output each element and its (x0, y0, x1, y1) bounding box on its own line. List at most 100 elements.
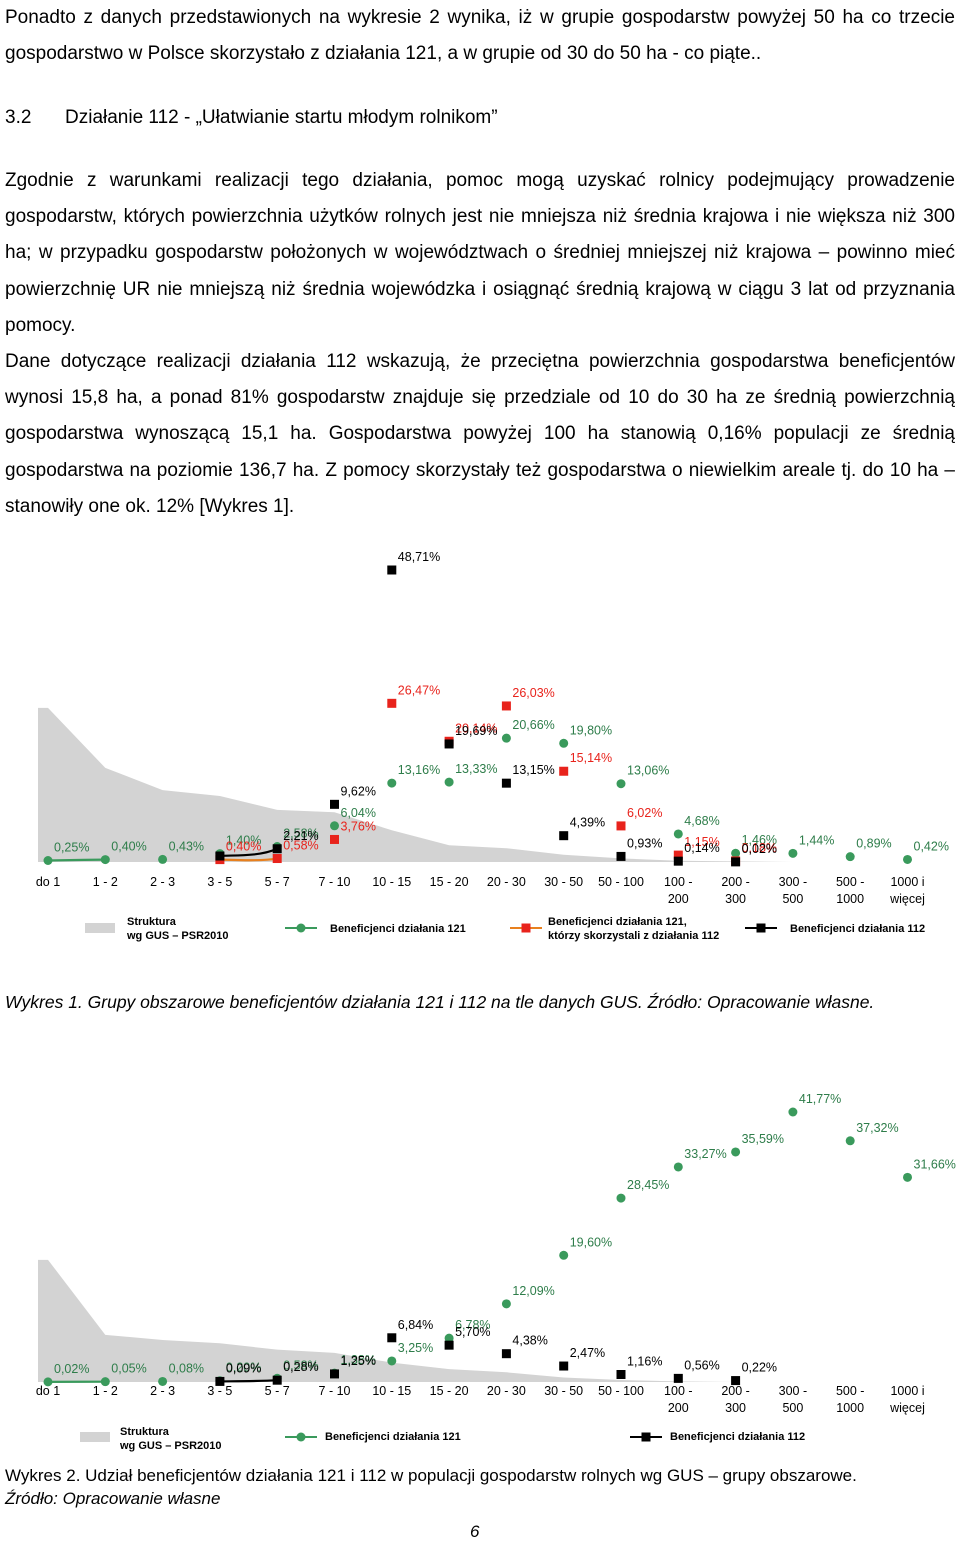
series-line (47, 858, 106, 862)
data-label: 1,25% (341, 1354, 376, 1368)
data-label: 0,89% (856, 837, 891, 851)
marker (845, 1136, 855, 1146)
x-tick-label: 20 - 30 (486, 875, 526, 889)
marker (100, 855, 110, 865)
marker (616, 1370, 626, 1380)
data-label: 3,76% (341, 819, 376, 833)
marker (559, 831, 569, 841)
marker (444, 1340, 454, 1350)
x-tick-label: 200 - 300 (721, 875, 750, 906)
data-label: 3,25% (398, 1341, 433, 1355)
marker (559, 766, 569, 776)
data-label: 15,14% (570, 751, 612, 765)
marker (330, 834, 339, 844)
data-label: 0,08% (169, 1361, 204, 1375)
paragraph: Ponadto z danych przedstawionych na wykr… (5, 7, 955, 65)
x-tick-label: 500 - 1000 (835, 1384, 865, 1415)
x-tick-label: 15 - 20 (429, 875, 469, 889)
marker (330, 1369, 339, 1379)
data-label: 35,59% (742, 1132, 784, 1146)
data-label: 1,44% (799, 833, 834, 847)
legend-label: Struktura wg GUS – PSR2010 (127, 916, 229, 942)
marker (272, 854, 282, 864)
legend-label: Beneficjenci działania 121, którzy skorz… (548, 916, 720, 942)
data-label: 0,43% (169, 839, 204, 853)
marker (501, 701, 511, 711)
data-label: 1,46% (742, 833, 777, 847)
marker (100, 1377, 110, 1387)
x-tick-label: 5 - 7 (264, 1384, 290, 1398)
data-label: 0,22% (742, 1361, 777, 1375)
data-label: 31,66% (914, 1157, 956, 1171)
data-label: 19,69% (455, 724, 497, 738)
legend-marker (521, 923, 531, 933)
x-tick-label: 30 - 50 (544, 875, 584, 889)
paragraph: Dane dotyczące realizacji działania 112 … (5, 351, 955, 517)
marker (903, 1172, 912, 1182)
x-tick-label: 2 - 3 (150, 1384, 176, 1398)
marker (731, 1376, 741, 1386)
data-label: 0,09% (226, 1361, 261, 1375)
x-tick-label: 5 - 7 (264, 875, 290, 889)
data-label: 0,02% (742, 842, 777, 856)
marker (387, 1333, 397, 1343)
paragraph: Zgodnie z warunkami realizacji tego dzia… (5, 170, 955, 336)
caption-source: Źródło: Opracowanie własne (5, 1489, 221, 1508)
marker (387, 1356, 397, 1366)
data-label: 33,27% (684, 1147, 726, 1161)
data-label: 6,84% (398, 1318, 433, 1332)
x-tick-label: 1 - 2 (92, 1384, 118, 1398)
data-label: 5,70% (455, 1325, 490, 1339)
data-label: 20,66% (512, 718, 554, 732)
marker (788, 848, 798, 858)
legend-label: Beneficjenci działania 112 (790, 923, 926, 935)
x-tick-label: 1000 i więcej (890, 875, 925, 906)
data-label: 0,02% (54, 1362, 89, 1376)
marker (673, 829, 683, 839)
marker (788, 1107, 798, 1117)
marker (272, 844, 282, 854)
data-label: 0,40% (226, 840, 261, 854)
marker (731, 857, 741, 867)
marker (387, 565, 397, 575)
data-label: 13,33% (455, 762, 497, 776)
marker (272, 1375, 282, 1385)
data-label: 48,71% (398, 550, 440, 564)
data-label: 37,32% (856, 1121, 898, 1135)
marker (501, 733, 511, 743)
data-label: 0,42% (914, 839, 949, 853)
x-tick-label: 10 - 15 (372, 1384, 412, 1398)
x-tick-label: 20 - 30 (486, 1384, 526, 1398)
data-label: 1,38% (341, 1353, 376, 1367)
data-label: 0,05% (111, 1362, 146, 1376)
data-label: 6,04% (341, 806, 376, 820)
marker (387, 778, 397, 788)
marker (158, 854, 168, 864)
data-label: 28,45% (627, 1178, 669, 1192)
x-tick-label: 50 - 100 (598, 875, 644, 889)
marker (616, 779, 626, 789)
legend-swatch (80, 1432, 110, 1442)
data-label: 0,58% (283, 1358, 318, 1372)
data-label: 1,16% (627, 1355, 662, 1369)
x-tick-label: 30 - 50 (544, 1384, 584, 1398)
legend-label: Beneficjenci działania 121 (330, 923, 466, 935)
x-tick-label: 1000 i więcej (890, 1384, 925, 1415)
heading-text: Działanie 112 - „Ułatwianie startu młody… (65, 107, 498, 128)
data-label: 0,40% (111, 840, 146, 854)
marker (673, 1162, 683, 1172)
caption: Wykres 1. Grupy obszarowe beneficjentów … (5, 992, 875, 1012)
data-label: 0,18% (742, 841, 777, 855)
data-label: 2,21% (283, 829, 318, 843)
area (38, 1259, 908, 1382)
data-label: 19,60% (570, 1235, 612, 1249)
data-label: 2,58% (283, 827, 318, 841)
x-tick-label: 300 - 500 (778, 1384, 808, 1415)
data-label: 1,15% (684, 835, 719, 849)
x-tick-label: do 1 (35, 875, 61, 889)
marker (903, 854, 912, 864)
caption: Wykres 2. Udział beneficjentów działania… (5, 1466, 857, 1485)
x-tick-label: 1 - 2 (92, 875, 118, 889)
data-label: 1,40% (226, 834, 261, 848)
